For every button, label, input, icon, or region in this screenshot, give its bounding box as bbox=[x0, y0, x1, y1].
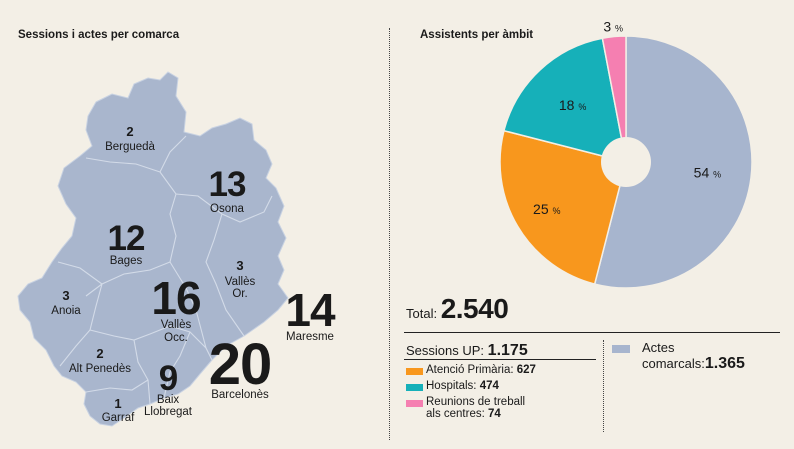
comarca-value: 1 bbox=[114, 396, 121, 411]
total-value: 2.540 bbox=[440, 293, 509, 324]
actes-value: 1.365 bbox=[704, 355, 745, 372]
comarca-name: Garraf bbox=[102, 412, 135, 424]
comarca-name: Berguedà bbox=[105, 141, 155, 153]
legend-label: Atenció Primària: bbox=[426, 364, 514, 376]
comarca-value: 12 bbox=[108, 219, 145, 258]
actes-line2: comarcals: bbox=[642, 356, 705, 371]
pie-slice bbox=[503, 37, 627, 164]
legend-swatch bbox=[406, 400, 423, 407]
total-underline bbox=[404, 332, 780, 333]
comarca-borders bbox=[57, 135, 273, 405]
pie-slice-label: 25 % bbox=[533, 201, 560, 217]
sessions-value: 1.175 bbox=[487, 342, 528, 359]
legend-atencio-primaria: Atenció Primària: 627 bbox=[406, 364, 536, 376]
sessions-up-line: Sessions UP: 1.175 bbox=[406, 342, 528, 360]
comarca-name: Alt Penedès bbox=[69, 363, 131, 375]
legend-label: Hospitals: bbox=[426, 380, 477, 392]
pie-slice bbox=[593, 35, 753, 289]
pie-center-hole bbox=[601, 137, 651, 187]
legend-hospitals: Hospitals: 474 bbox=[406, 380, 499, 392]
pie-slice bbox=[601, 35, 627, 163]
comarca-value: 3 bbox=[236, 258, 243, 273]
total-line: Total: 2.540 bbox=[406, 293, 509, 325]
comarca-value: 16 bbox=[151, 272, 200, 324]
comarca-value: 9 bbox=[159, 359, 178, 398]
comarca-value: 13 bbox=[209, 165, 246, 204]
actes-line1: Actes bbox=[642, 340, 675, 355]
comarca-value: 2 bbox=[96, 346, 103, 361]
legend-swatch bbox=[406, 368, 423, 375]
legend-actes-comarcals: Actes comarcals:1.365 bbox=[612, 340, 745, 373]
legend-value: 627 bbox=[516, 364, 536, 376]
comarca-name: Or. bbox=[232, 288, 247, 300]
legend-label-line1: Reunions de treball bbox=[426, 396, 526, 408]
map-region-shape bbox=[17, 71, 289, 427]
total-label: Total: bbox=[406, 306, 438, 321]
comarca-name: Vallès bbox=[161, 319, 192, 331]
section-divider bbox=[389, 28, 390, 440]
legend-reunions: Reunions de treball als centres: 74 bbox=[406, 396, 525, 420]
pie-slice bbox=[499, 129, 627, 285]
comarca-value: 2 bbox=[126, 124, 133, 139]
pie-slice-label: 3 % bbox=[603, 19, 623, 35]
map-title: Sessions i actes per comarca bbox=[18, 29, 180, 41]
comarca-name: Vallès bbox=[225, 276, 256, 288]
pie-slice-label: 54 % bbox=[694, 164, 721, 180]
pie-title: Assistents per àmbit bbox=[420, 29, 534, 41]
pie-slice-label: 18 % bbox=[559, 97, 586, 113]
comarca-name: Occ. bbox=[164, 332, 188, 344]
legend-value: 474 bbox=[479, 380, 499, 392]
sessions-underline bbox=[404, 359, 596, 360]
comarca-value: 20 bbox=[209, 332, 272, 397]
comarca-name: Bages bbox=[110, 255, 143, 267]
legend-swatch bbox=[406, 384, 423, 391]
legend-label-line2: als centres: bbox=[426, 408, 485, 420]
comarca-name: Barcelonès bbox=[211, 389, 269, 401]
legend-divider bbox=[603, 340, 604, 432]
comarca-name: Llobregat bbox=[144, 406, 193, 418]
comarca-name: Maresme bbox=[286, 331, 334, 343]
comarca-name: Baix bbox=[157, 394, 180, 406]
comarca-name: Osona bbox=[210, 203, 244, 215]
sessions-label: Sessions UP: bbox=[406, 343, 485, 358]
comarca-value: 14 bbox=[285, 284, 336, 336]
legend-swatch bbox=[612, 345, 630, 353]
comarca-value: 3 bbox=[62, 288, 69, 303]
legend-value: 74 bbox=[488, 408, 501, 420]
comarca-name: Anoia bbox=[51, 305, 81, 317]
